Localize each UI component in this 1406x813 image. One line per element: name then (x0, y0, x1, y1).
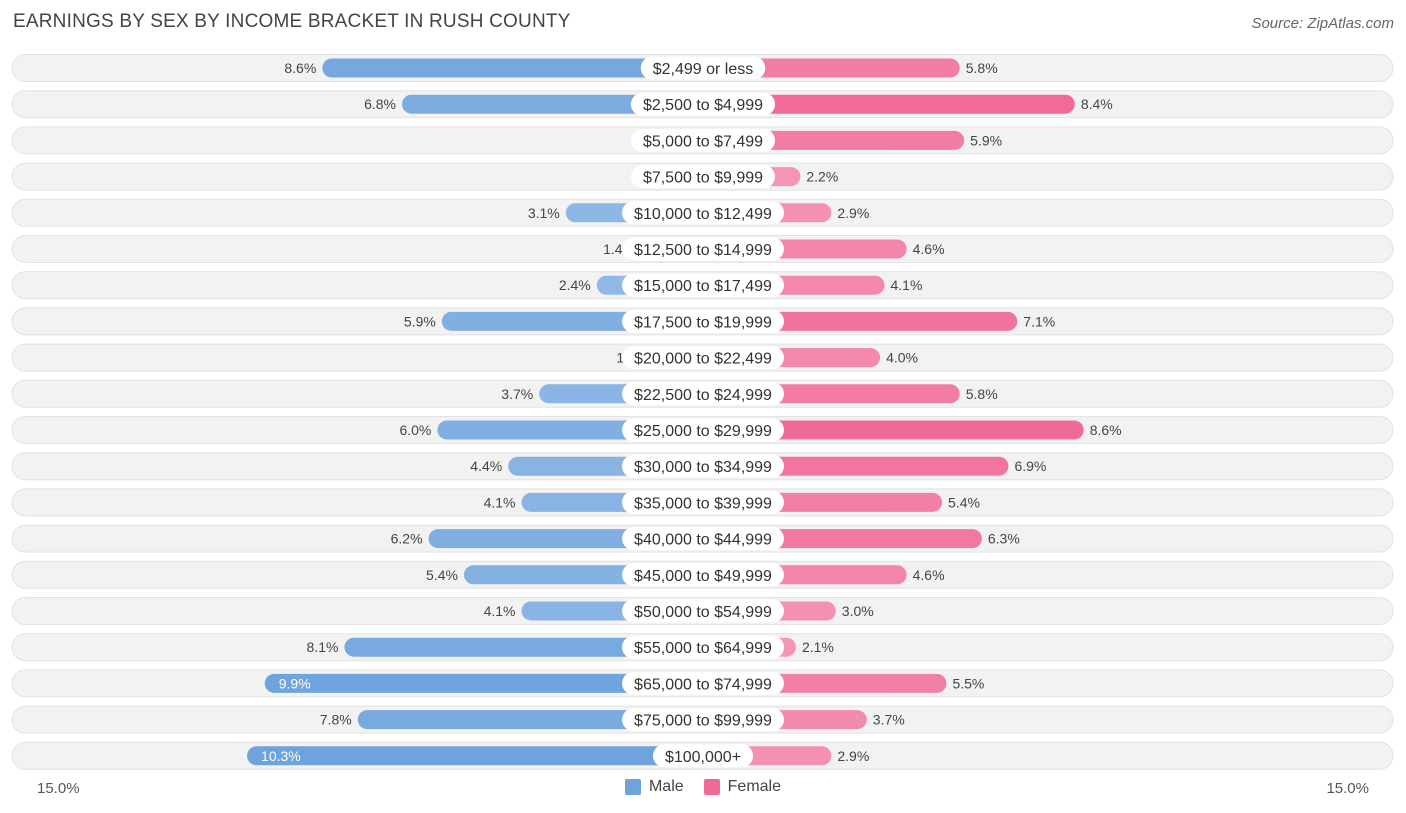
category-pill (622, 454, 784, 478)
male-value-label: 2.4% (559, 277, 591, 293)
male-bar[interactable] (357, 710, 703, 730)
legend-item-male[interactable]: Male (624, 778, 684, 796)
female-value-label: 4.0% (886, 350, 918, 366)
female-value-label: 6.3% (988, 531, 1020, 547)
category-label: $45,000 to $49,999 (634, 568, 772, 585)
female-value-label: 2.1% (802, 639, 834, 655)
category-label: $22,500 to $24,999 (634, 387, 772, 404)
category-label: $12,500 to $14,999 (634, 242, 772, 259)
male-bar[interactable] (401, 94, 703, 114)
female-swatch (703, 779, 720, 795)
category-label: $35,000 to $39,999 (634, 495, 772, 512)
category-label: $55,000 to $64,999 (634, 640, 772, 657)
female-value-label: 2.2% (806, 169, 838, 185)
male-bar[interactable] (322, 58, 703, 78)
category-pill (630, 165, 776, 189)
male-value-label: 8.1% (307, 639, 339, 655)
male-value-label: 5.9% (404, 313, 436, 329)
category-label: $25,000 to $29,999 (634, 423, 772, 440)
female-value-label: 5.4% (948, 494, 980, 510)
category-pill (622, 237, 784, 261)
category-pill (630, 92, 776, 116)
male-value-label: 6.8% (364, 96, 396, 112)
category-pill (630, 128, 776, 152)
male-value-label: 3.1% (528, 205, 560, 221)
category-pill (622, 708, 784, 732)
male-bar[interactable] (344, 637, 703, 657)
category-pill (622, 635, 784, 659)
chart-title: EARNINGS BY SEX BY INCOME BRACKET IN RUS… (13, 11, 571, 32)
male-bar[interactable] (264, 673, 703, 693)
male-value-label: 5.4% (426, 567, 458, 583)
male-swatch (624, 779, 641, 795)
male-value-label: 4.1% (484, 494, 516, 510)
female-value-label: 8.4% (1081, 96, 1113, 112)
category-label: $10,000 to $12,499 (634, 206, 772, 223)
female-value-label: 6.9% (1014, 458, 1046, 474)
male-value-label: 4.1% (484, 603, 516, 619)
category-pill (622, 418, 784, 442)
axis-left-label: 15.0% (37, 780, 80, 797)
category-label: $2,500 to $4,999 (643, 97, 763, 114)
female-value-label: 5.8% (966, 60, 998, 76)
legend-item-female[interactable]: Female (703, 778, 782, 796)
female-value-label: 5.9% (970, 132, 1002, 148)
category-pill (640, 56, 766, 80)
female-bar[interactable] (703, 420, 1084, 440)
legend-male-label: Male (648, 778, 684, 795)
category-pill (622, 490, 784, 514)
category-pill (622, 273, 784, 297)
female-value-label: 3.0% (842, 603, 874, 619)
category-pill (622, 671, 784, 695)
male-value-label: 3.7% (501, 386, 533, 402)
category-label: $50,000 to $54,999 (634, 604, 772, 621)
female-value-label: 4.1% (890, 277, 922, 293)
category-label: $20,000 to $22,499 (634, 351, 772, 368)
axis-right-label: 15.0% (1326, 780, 1369, 797)
male-value-label: 10.3% (261, 748, 301, 764)
female-bar[interactable] (703, 94, 1075, 114)
category-pill (622, 599, 784, 623)
category-pill (622, 382, 784, 406)
male-value-label: 7.8% (320, 712, 352, 728)
category-pill (622, 201, 784, 225)
female-value-label: 3.7% (873, 712, 905, 728)
female-value-label: 7.1% (1023, 313, 1055, 329)
category-pill (622, 346, 784, 370)
category-label: $15,000 to $17,499 (634, 278, 772, 295)
category-pill (652, 744, 754, 768)
female-value-label: 2.9% (837, 748, 869, 764)
category-pill (622, 309, 784, 333)
category-label: $7,500 to $9,999 (643, 170, 763, 187)
category-label: $40,000 to $44,999 (634, 532, 772, 549)
category-label: $17,500 to $19,999 (634, 314, 772, 331)
male-value-label: 8.6% (284, 60, 316, 76)
female-value-label: 4.6% (913, 567, 945, 583)
category-pill (622, 527, 784, 551)
category-label: $30,000 to $34,999 (634, 459, 772, 476)
legend: Male Female (0, 778, 1406, 796)
source-note: Source: ZipAtlas.com (1251, 15, 1394, 32)
male-value-label: 6.0% (399, 422, 431, 438)
male-value-label: 6.2% (391, 531, 423, 547)
category-label: $65,000 to $74,999 (634, 676, 772, 693)
category-label: $75,000 to $99,999 (634, 713, 772, 730)
female-value-label: 2.9% (837, 205, 869, 221)
male-value-label: 4.4% (470, 458, 502, 474)
category-pill (622, 563, 784, 587)
male-bar[interactable] (247, 746, 703, 766)
female-bar[interactable] (703, 58, 960, 78)
category-label: $100,000+ (665, 749, 741, 766)
category-label: $5,000 to $7,499 (643, 133, 763, 150)
legend-female-label: Female (727, 778, 782, 795)
female-value-label: 5.5% (952, 675, 984, 691)
female-value-label: 8.6% (1090, 422, 1122, 438)
female-value-label: 5.8% (966, 386, 998, 402)
male-value-label: 9.9% (279, 675, 311, 691)
category-label: $2,499 or less (653, 61, 754, 78)
female-value-label: 4.6% (913, 241, 945, 257)
